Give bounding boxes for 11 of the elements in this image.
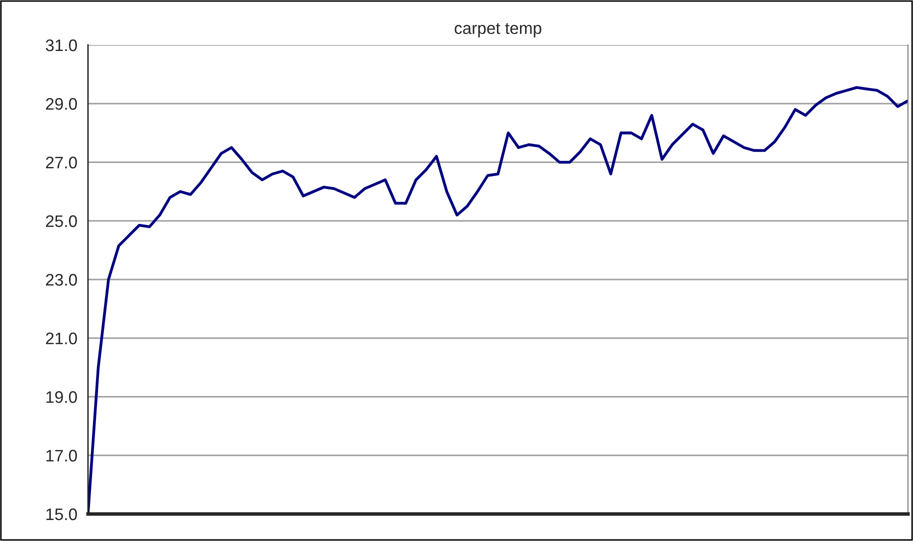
y-tick-label: 31.0	[46, 39, 77, 52]
y-tick-label: 27.0	[46, 156, 77, 168]
y-tick-label: 25.0	[46, 215, 77, 228]
y-tick-label: 19.0	[46, 391, 77, 403]
line-series	[88, 86, 908, 514]
y-tick-label: 29.0	[46, 98, 77, 110]
chart-title: carpet temp	[454, 23, 542, 38]
y-tick-label: 17.0	[46, 450, 77, 462]
y-tick-label: 23.0	[46, 274, 77, 286]
y-tick-label: 15.0	[46, 508, 77, 520]
y-tick-label: 21.0	[46, 332, 77, 344]
